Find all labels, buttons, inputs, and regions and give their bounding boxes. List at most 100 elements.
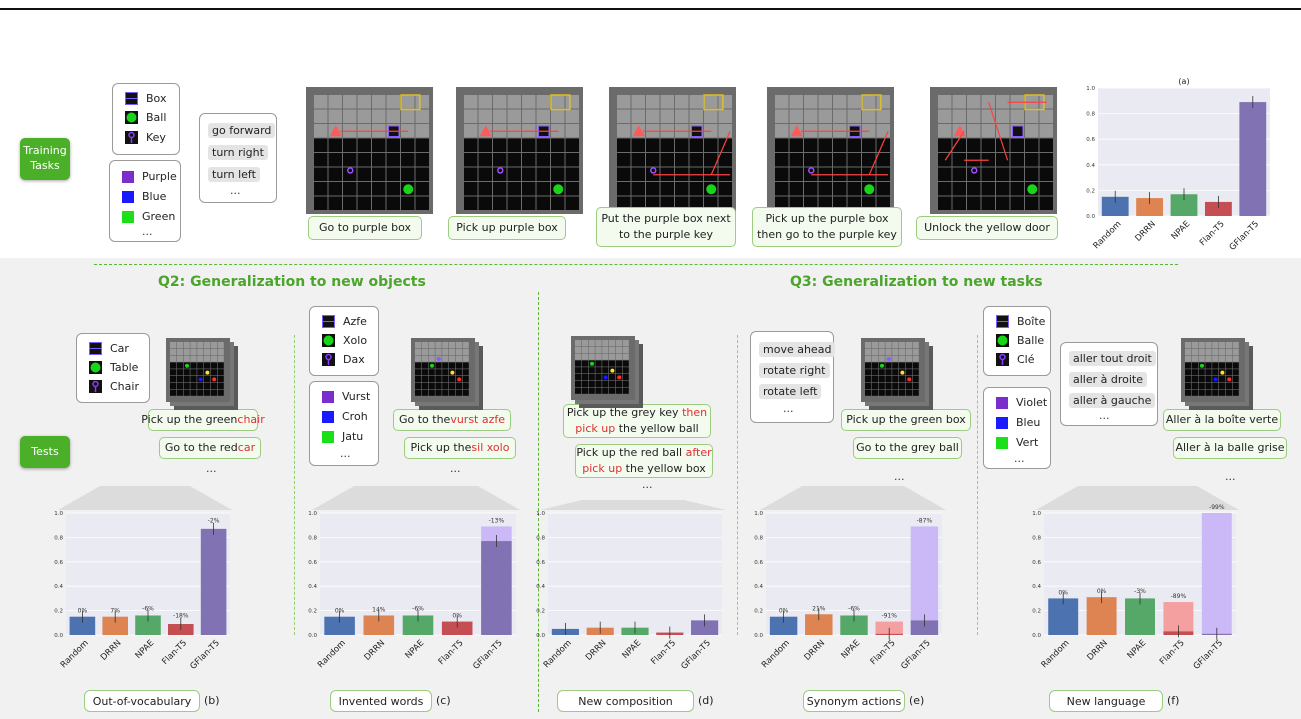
box-icon bbox=[89, 342, 102, 355]
action-label: aller tout droit bbox=[1069, 351, 1156, 366]
grid-cell bbox=[493, 153, 507, 167]
agent-icon bbox=[479, 125, 492, 137]
ball-icon bbox=[706, 184, 717, 195]
grid-cell bbox=[435, 342, 442, 349]
grid-cell bbox=[871, 348, 878, 355]
grid-cell bbox=[876, 196, 890, 210]
path-arrow bbox=[988, 102, 1009, 161]
x-tick-label: GFlan-T5 bbox=[1192, 638, 1225, 671]
grid-cell bbox=[210, 355, 217, 362]
grid-cell bbox=[899, 362, 906, 369]
grid-cell bbox=[912, 369, 919, 376]
object-dot bbox=[212, 377, 217, 382]
grid-cell bbox=[401, 95, 415, 109]
grid-cell bbox=[386, 167, 400, 181]
grid-cell bbox=[818, 196, 832, 210]
grid-cell bbox=[462, 362, 469, 369]
pct-label: -18% bbox=[173, 613, 189, 620]
grid-cell bbox=[847, 196, 861, 210]
action-label: turn left bbox=[208, 167, 260, 182]
grid-cell bbox=[938, 182, 952, 196]
y-tick-label: 0.4 bbox=[54, 584, 63, 590]
grid-cell bbox=[204, 342, 211, 349]
grid-cell bbox=[876, 109, 890, 123]
panel-f-actions-legend: aller tout droit aller à droite aller à … bbox=[1060, 342, 1158, 426]
grid-cell bbox=[328, 95, 342, 109]
grid-cell bbox=[952, 182, 966, 196]
grid-cell bbox=[581, 374, 588, 381]
grid-cell bbox=[565, 153, 579, 167]
grid-cell bbox=[210, 389, 217, 396]
grid-cell bbox=[1212, 369, 1219, 376]
grid-cell bbox=[170, 382, 177, 389]
grid-cell bbox=[210, 369, 217, 376]
grid-cell bbox=[871, 382, 878, 389]
grid-cell bbox=[428, 376, 435, 383]
grid-cell bbox=[217, 369, 224, 376]
grid-cell bbox=[847, 109, 861, 123]
grid-cell bbox=[401, 167, 415, 181]
ellipsis: ... bbox=[1225, 470, 1236, 483]
grid-cell bbox=[575, 374, 582, 381]
grid-cell bbox=[455, 348, 462, 355]
agent-icon bbox=[790, 125, 803, 137]
ball-icon bbox=[996, 334, 1009, 347]
grid-cell bbox=[602, 380, 609, 387]
object-dot bbox=[457, 377, 462, 382]
grid-cell bbox=[386, 138, 400, 152]
grid-cell bbox=[1205, 355, 1212, 362]
section-divider bbox=[94, 264, 1178, 265]
grid-cell bbox=[1219, 389, 1226, 396]
grid-cell bbox=[912, 348, 919, 355]
grid-cell bbox=[617, 124, 631, 138]
legend-label: Clé bbox=[1017, 353, 1035, 366]
x-tick-label: Flan-T5 bbox=[1158, 638, 1187, 667]
grid-cell bbox=[1185, 355, 1192, 362]
divider-bc bbox=[294, 335, 295, 635]
grid-cell bbox=[615, 340, 622, 347]
grid-cell bbox=[775, 182, 789, 196]
grid-cell bbox=[704, 95, 718, 109]
pct-label: 0% bbox=[779, 608, 789, 615]
blue-swatch bbox=[996, 416, 1008, 429]
grid-cell bbox=[892, 355, 899, 362]
grid-cell bbox=[415, 138, 429, 152]
grid-cell bbox=[455, 369, 462, 376]
grid-cell bbox=[905, 348, 912, 355]
grid-cell bbox=[1025, 196, 1039, 210]
grid-cell bbox=[876, 95, 890, 109]
object-dot bbox=[610, 368, 615, 373]
grid-cell bbox=[565, 167, 579, 181]
training-tasks-button[interactable]: Training Tasks bbox=[20, 138, 70, 180]
grid-cell bbox=[622, 380, 629, 387]
grid-cell bbox=[455, 382, 462, 389]
grid-cell bbox=[615, 380, 622, 387]
grid-cell bbox=[190, 348, 197, 355]
y-tick-label: 0.6 bbox=[308, 560, 317, 566]
grid-cell bbox=[609, 340, 616, 347]
caption-line: Pick up the grey key then bbox=[567, 405, 707, 421]
grid-cell bbox=[314, 153, 328, 167]
legend-row-croh: Croh bbox=[322, 410, 368, 423]
object-dot bbox=[436, 357, 441, 361]
grid-cell bbox=[170, 355, 177, 362]
grid-cell bbox=[372, 95, 386, 109]
path-arrow bbox=[868, 131, 889, 175]
legend-label: Boîte bbox=[1017, 315, 1046, 328]
action-label: turn right bbox=[208, 145, 268, 160]
pct-label: -91% bbox=[881, 613, 897, 620]
grid-cell bbox=[415, 167, 429, 181]
grid-cell bbox=[575, 367, 582, 374]
grid-cell bbox=[478, 109, 492, 123]
legend-label: Bleu bbox=[1016, 416, 1041, 429]
grid-cell bbox=[878, 389, 885, 396]
grid-cell bbox=[455, 342, 462, 349]
grid-cell bbox=[575, 380, 582, 387]
grid-cell bbox=[197, 342, 204, 349]
box-icon bbox=[322, 315, 335, 328]
grid-cell bbox=[197, 362, 204, 369]
grid-cell bbox=[478, 95, 492, 109]
grid-cell bbox=[421, 376, 428, 383]
tests-button[interactable]: Tests bbox=[20, 436, 70, 468]
training-colors-legend: Purple Blue Green ... bbox=[109, 160, 181, 242]
